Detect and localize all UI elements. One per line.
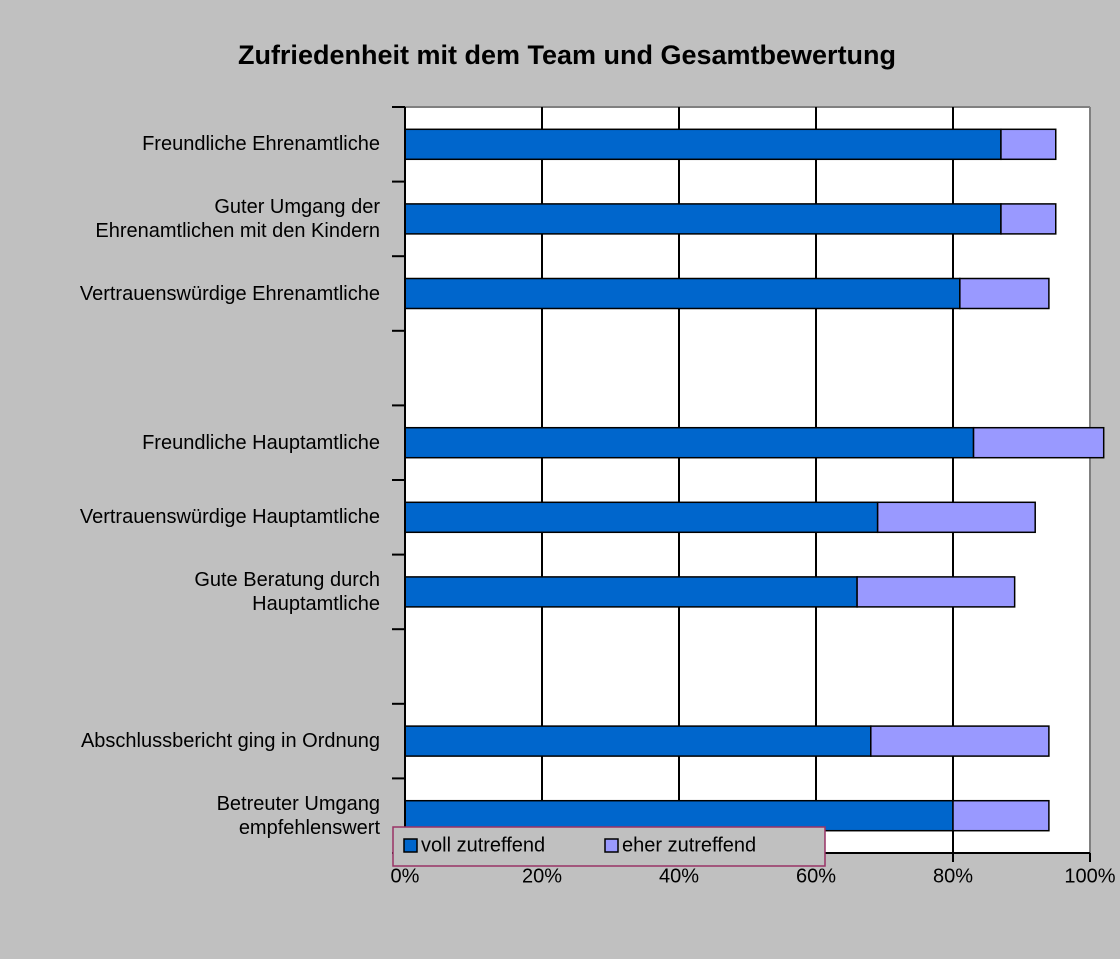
bar-segment bbox=[404, 128, 1002, 161]
bar-segment bbox=[404, 203, 1002, 235]
bar-segment bbox=[959, 277, 1050, 310]
x-tick-label: 20% bbox=[522, 865, 562, 887]
y-tick-label: Vertrauenswürdige Hauptamtliche bbox=[79, 506, 380, 529]
x-tick-label: 100% bbox=[1064, 865, 1115, 887]
bar-segment bbox=[876, 501, 1036, 534]
x-tick-label: 0% bbox=[391, 865, 420, 887]
y-tick-label: Gute Beratung durch Hauptamtliche bbox=[194, 568, 380, 615]
x-tick-label: 60% bbox=[796, 865, 836, 887]
bar-segment bbox=[404, 725, 872, 757]
bar-segment bbox=[404, 426, 975, 459]
bar-segment bbox=[404, 277, 961, 310]
bar-segment bbox=[972, 426, 1105, 459]
bar-segment bbox=[404, 576, 858, 608]
bar-segment bbox=[404, 501, 879, 534]
bar-segment bbox=[1000, 203, 1057, 235]
y-tick-label: Guter Umgang der Ehrenamtlichen mit den … bbox=[95, 195, 380, 242]
legend: voll zutreffend eher zutreffend bbox=[392, 826, 826, 867]
x-tick-label: 40% bbox=[659, 865, 699, 887]
y-tick-label: Betreuter Umgang empfehlenswert bbox=[216, 792, 380, 839]
bar-segment bbox=[1000, 128, 1057, 161]
legend-swatch bbox=[604, 838, 619, 853]
bar-segment bbox=[952, 799, 1050, 832]
legend-label: eher zutreffend bbox=[622, 834, 756, 856]
y-tick-label: Freundliche Hauptamtliche bbox=[142, 431, 380, 454]
bar-segment bbox=[404, 799, 954, 832]
y-tick-label: Abschlussbericht ging in Ordnung bbox=[80, 730, 380, 753]
y-tick-label: Vertrauenswürdige Ehrenamtliche bbox=[79, 282, 380, 305]
y-tick-label: Freundliche Ehrenamtliche bbox=[142, 133, 380, 156]
bar-segment bbox=[856, 576, 1016, 608]
x-tick-label: 80% bbox=[933, 865, 973, 887]
legend-swatch bbox=[403, 838, 418, 853]
bar-segment bbox=[870, 725, 1050, 757]
chart-title: Zufriedenheit mit dem Team und Gesamtbew… bbox=[238, 40, 896, 70]
legend-label: voll zutreffend bbox=[421, 834, 545, 856]
